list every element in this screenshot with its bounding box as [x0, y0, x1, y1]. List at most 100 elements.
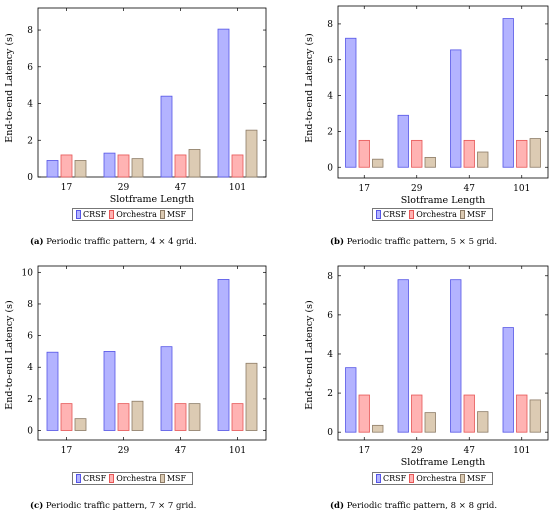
- legend-label: MSF: [166, 210, 187, 219]
- bar-crsf-101: [217, 279, 230, 431]
- y-tick-label: 10: [22, 268, 34, 278]
- legend-swatch: [109, 210, 115, 219]
- y-tick-label: 4: [327, 350, 333, 360]
- legend-swatch: [409, 210, 415, 219]
- figure-caption: (a) Periodic traffic pattern, 4 × 4 grid…: [30, 237, 197, 247]
- bar-orchestra-101: [516, 139, 528, 168]
- legend-swatch: [459, 474, 465, 483]
- bar-crsf-29: [397, 279, 409, 433]
- bar-msf-17: [372, 424, 384, 433]
- legend-item-orchestra: Orchestra: [409, 474, 457, 483]
- bar-orchestra-29: [411, 139, 423, 168]
- x-tick-label: 29: [411, 446, 423, 456]
- bar-msf-29: [131, 158, 144, 178]
- x-tick-label: 101: [513, 184, 530, 194]
- figure-caption: (b) Periodic traffic pattern, 5 × 5 grid…: [330, 237, 497, 247]
- legend-swatch: [376, 210, 381, 219]
- legend-swatch: [76, 210, 81, 219]
- bar-msf-47: [188, 149, 201, 178]
- bar-crsf-101: [502, 327, 514, 433]
- y-tick-label: 6: [27, 63, 33, 73]
- bar-msf-101: [529, 138, 541, 168]
- legend-swatch: [159, 474, 165, 483]
- legend: CRSF Orchestra MSF: [372, 208, 494, 221]
- legend-label: MSF: [166, 474, 187, 483]
- chart-panel-2: 0 2 4 6 8 10 17 29 47 101 End-to-end Latency (s): [4, 265, 267, 456]
- legend-swatch: [76, 474, 81, 483]
- y-tick-label: 0: [327, 163, 333, 173]
- bar-orchestra-17: [358, 139, 370, 168]
- bar-crsf-17: [345, 367, 357, 433]
- y-tick-label: 2: [27, 136, 33, 146]
- y-tick-label: 8: [327, 20, 333, 30]
- bar-msf-101: [245, 129, 258, 178]
- x-tick-label: 101: [513, 446, 530, 456]
- axis-frame: [337, 5, 549, 179]
- legend-swatch: [376, 474, 381, 483]
- bar-crsf-47: [450, 279, 462, 433]
- legend-swatch: [159, 210, 165, 219]
- legend-label: Orchestra: [116, 210, 157, 219]
- legend-label: CRSF: [83, 210, 107, 219]
- caption-text: Periodic traffic pattern, 5 × 5 grid.: [344, 237, 498, 247]
- bar-msf-17: [74, 160, 87, 178]
- axis-frame: [37, 7, 267, 178]
- y-tick-label: 0: [327, 428, 333, 438]
- bar-orchestra-17: [358, 394, 370, 433]
- chart-panel-1: 0 2 4 6 8 17 29 47 101 Slotframe Length End-to-end…: [304, 5, 549, 206]
- legend-swatch: [109, 474, 115, 483]
- y-tick-label: 6: [27, 332, 33, 342]
- x-tick-label: 17: [61, 183, 73, 193]
- legend: CRSF Orchestra MSF: [72, 208, 194, 221]
- x-tick-label: 47: [175, 446, 187, 456]
- caption-label: (a): [30, 237, 44, 247]
- bar-msf-47: [188, 403, 201, 431]
- x-tick-label: 101: [229, 446, 246, 456]
- x-tick-label: 17: [359, 184, 371, 194]
- caption-text: Periodic traffic pattern, 4 × 4 grid.: [43, 237, 197, 247]
- legend: CRSF Orchestra MSF: [372, 472, 494, 485]
- legend-item-crsf: CRSF: [76, 210, 106, 219]
- bar-crsf-17: [345, 37, 357, 168]
- y-tick-label: 6: [327, 56, 333, 66]
- legend-label: CRSF: [383, 210, 407, 219]
- legend-item-crsf: CRSF: [376, 474, 406, 483]
- x-axis-label: Slotframe Length: [110, 194, 195, 205]
- chart-panel-3: 0 2 4 6 8 17 29 47 101 Slotframe Length End-to-end…: [304, 265, 549, 468]
- bar-crsf-47: [160, 346, 173, 431]
- bar-orchestra-29: [117, 154, 130, 178]
- caption-text: Periodic traffic pattern, 8 × 8 grid.: [344, 501, 498, 511]
- legend-item-crsf: CRSF: [76, 474, 106, 483]
- bar-orchestra-17: [60, 403, 73, 431]
- y-tick-label: 4: [27, 363, 33, 373]
- bar-crsf-17: [46, 160, 59, 178]
- y-axis-label: End-to-end Latency (s): [4, 33, 15, 142]
- bar-orchestra-101: [231, 154, 244, 178]
- x-tick-label: 47: [464, 184, 476, 194]
- bar-orchestra-101: [231, 403, 244, 431]
- bar-msf-29: [424, 156, 436, 168]
- bar-orchestra-47: [174, 154, 187, 178]
- legend-label: Orchestra: [116, 474, 157, 483]
- y-axis-label: End-to-end Latency (s): [4, 300, 15, 409]
- bar-msf-29: [131, 400, 144, 431]
- bar-orchestra-47: [463, 139, 475, 168]
- legend-item-orchestra: Orchestra: [409, 210, 457, 219]
- legend-label: CRSF: [83, 474, 107, 483]
- x-tick-label: 17: [61, 446, 73, 456]
- y-tick-label: 6: [327, 311, 333, 321]
- bar-orchestra-47: [463, 394, 475, 433]
- x-tick-label: 17: [359, 446, 371, 456]
- y-tick-label: 8: [327, 272, 333, 282]
- y-tick-label: 0: [27, 173, 33, 183]
- caption-label: (c): [30, 501, 44, 511]
- caption-text: Periodic traffic pattern, 7 × 7 grid.: [43, 501, 197, 511]
- axis-frame: [337, 265, 549, 441]
- bar-crsf-29: [103, 152, 116, 178]
- x-tick-label: 29: [118, 446, 130, 456]
- bar-msf-17: [372, 158, 384, 168]
- bar-orchestra-101: [516, 394, 528, 433]
- y-tick-label: 8: [27, 26, 33, 36]
- legend-label: Orchestra: [416, 210, 457, 219]
